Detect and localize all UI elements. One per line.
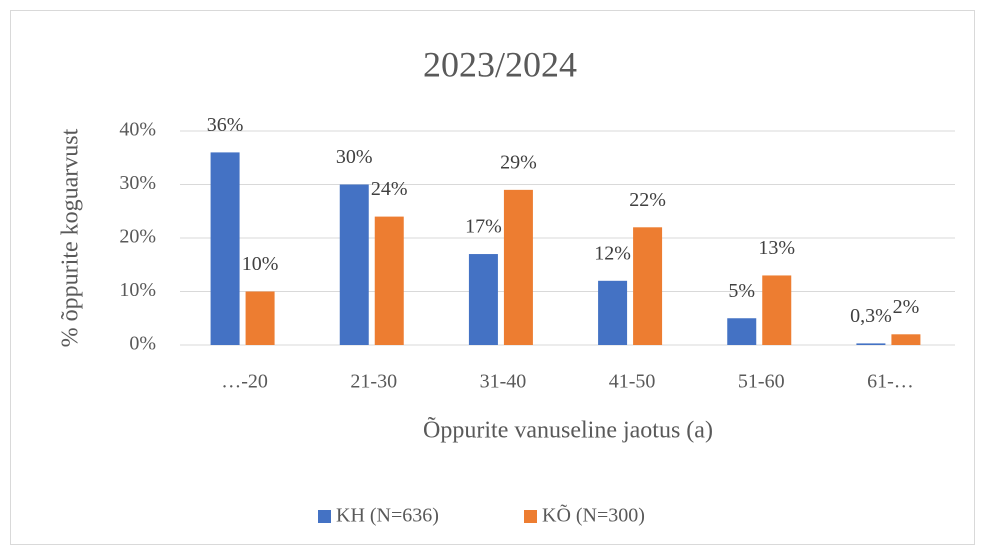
bar (339, 184, 369, 345)
bar (468, 254, 498, 345)
data-label: 13% (758, 237, 795, 259)
x-tick-label: …-20 (221, 371, 268, 393)
bar (503, 189, 533, 345)
bar (374, 216, 404, 345)
data-label: 29% (500, 151, 537, 173)
bar (633, 227, 663, 345)
bar (210, 152, 240, 345)
data-label: 10% (242, 253, 279, 275)
bar (245, 291, 275, 345)
legend-label: KÕ (N=300) (542, 503, 645, 527)
x-tick-label: 21-30 (350, 371, 397, 393)
y-tick-label: 0% (129, 333, 156, 355)
bar (727, 318, 757, 345)
legend-label: KH (N=636) (336, 505, 439, 527)
data-label: 30% (336, 146, 373, 168)
data-label: 24% (371, 178, 408, 200)
legend-swatch (524, 510, 537, 523)
x-axis-title: Õppurite vanuseline jaotus (a) (423, 417, 713, 444)
y-tick-label: 40% (119, 119, 156, 141)
legend-swatch (318, 510, 331, 523)
data-label: 36% (207, 114, 244, 136)
y-tick-label: 20% (119, 226, 156, 248)
x-tick-label: 61-… (867, 371, 914, 393)
data-label: 2% (893, 296, 920, 318)
y-tick-label: 30% (119, 172, 156, 194)
bar (891, 334, 921, 345)
x-tick-label: 31-40 (480, 371, 527, 393)
data-label: 5% (728, 280, 755, 302)
data-label: 17% (465, 216, 502, 238)
chart-title: 2023/2024 (423, 44, 577, 84)
data-label: 12% (594, 242, 631, 264)
y-axis-title: % õppurite koguarvust (58, 128, 84, 347)
bar (598, 280, 628, 345)
x-tick-label: 51-60 (738, 371, 785, 393)
data-label: 22% (629, 189, 666, 211)
bar (762, 275, 792, 345)
data-label: 0,3% (850, 305, 892, 327)
y-tick-label: 10% (119, 279, 156, 301)
bar (856, 343, 886, 345)
x-tick-label: 41-50 (609, 371, 656, 393)
